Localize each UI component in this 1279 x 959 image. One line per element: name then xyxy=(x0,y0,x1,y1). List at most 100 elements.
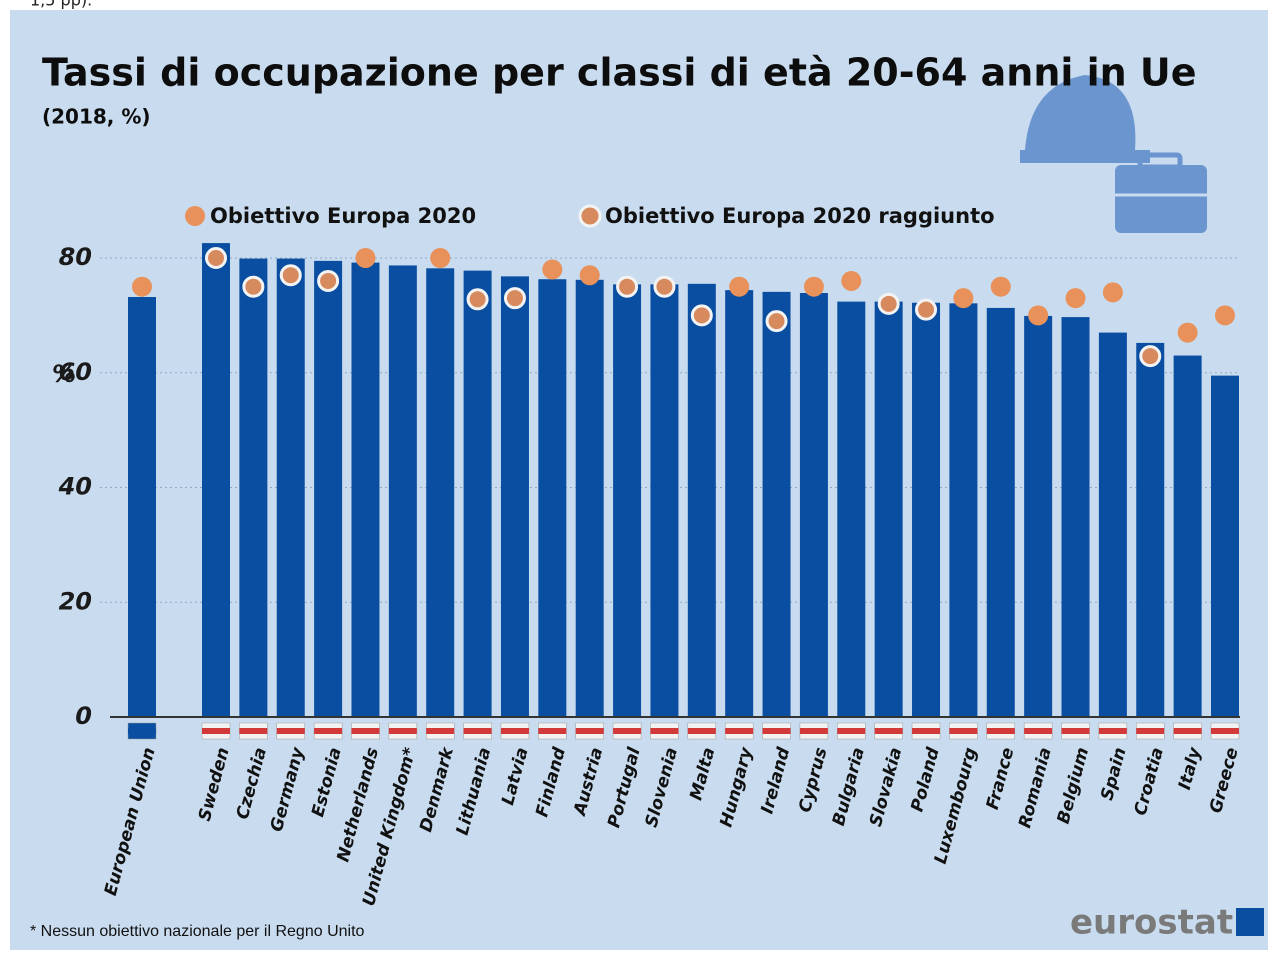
context-fragment: 1,5 pp). xyxy=(30,0,92,10)
footnote: * Nessun obiettivo nazionale per il Regn… xyxy=(30,923,365,940)
logo-flag xyxy=(1236,908,1264,936)
target-dot xyxy=(579,265,600,286)
bar xyxy=(388,265,417,717)
bar xyxy=(949,303,978,717)
bar xyxy=(314,260,343,717)
flag-stripe xyxy=(1173,728,1202,734)
bar xyxy=(463,270,492,717)
y-tick-label: 60 xyxy=(59,358,92,386)
target-achieved-dot xyxy=(503,287,526,310)
legend-swatch xyxy=(578,204,602,228)
target-dot xyxy=(1102,282,1123,303)
bar xyxy=(426,268,455,717)
y-tick-label: 0 xyxy=(75,702,92,730)
flag-stripe xyxy=(388,728,417,734)
flag-stripe xyxy=(1136,728,1165,734)
target-achieved-dot xyxy=(877,292,900,315)
target-achieved-dot xyxy=(279,264,302,287)
flag-stripe xyxy=(799,728,828,734)
bar xyxy=(762,291,791,717)
flag-stripe xyxy=(986,728,1015,734)
flag-stripe xyxy=(762,728,791,734)
legend-swatch xyxy=(185,206,205,226)
bar xyxy=(500,276,529,717)
target-achieved-dot xyxy=(653,275,676,298)
target-dot xyxy=(729,276,750,297)
bar xyxy=(650,284,679,717)
target-dot xyxy=(355,248,376,268)
flag-stripe xyxy=(912,728,941,734)
target-achieved-dot xyxy=(317,269,340,292)
chart-subtitle: (2018, %) xyxy=(42,105,151,129)
flag-stripe xyxy=(500,728,529,734)
flag-stripe xyxy=(276,728,305,734)
bar xyxy=(351,262,380,717)
source-logo: eurostat xyxy=(1070,903,1233,943)
target-achieved-dot xyxy=(690,304,713,327)
flag-stripe xyxy=(351,728,380,734)
legend-label: Obiettivo Europa 2020 xyxy=(210,204,476,228)
bar xyxy=(239,258,268,717)
flag-stripe xyxy=(426,728,455,734)
flag-stripe xyxy=(575,728,604,734)
target-dot xyxy=(1214,305,1235,326)
flag-stripe xyxy=(1098,728,1127,734)
bar xyxy=(276,258,305,717)
bar xyxy=(575,279,604,717)
flag-stripe xyxy=(128,728,156,734)
bar xyxy=(725,290,754,717)
target-achieved-dot xyxy=(1139,345,1162,368)
flag-stripe xyxy=(314,728,343,734)
y-tick-label: 20 xyxy=(59,587,92,615)
flag-stripe xyxy=(687,728,716,734)
target-dot xyxy=(803,276,824,297)
chart-title: Tassi di occupazione per classi di età 2… xyxy=(42,51,1197,95)
flag-stripe xyxy=(1024,728,1053,734)
y-tick-label: 80 xyxy=(59,243,92,271)
flag-stripe xyxy=(538,728,567,734)
target-dot xyxy=(132,276,152,297)
target-achieved-dot xyxy=(242,275,265,298)
bar xyxy=(202,243,230,717)
flag-stripe xyxy=(949,728,978,734)
target-dot xyxy=(1177,322,1198,343)
target-achieved-dot xyxy=(765,310,788,333)
target-dot xyxy=(1028,305,1049,326)
flag-stripe xyxy=(1210,728,1239,734)
legend-label: Obiettivo Europa 2020 raggiunto xyxy=(605,204,995,228)
flag-stripe xyxy=(837,728,866,734)
target-achieved-dot xyxy=(915,298,938,321)
flag-stripe xyxy=(202,728,230,734)
bar xyxy=(986,307,1015,717)
bar xyxy=(1024,315,1053,717)
bar xyxy=(799,292,828,717)
target-achieved-dot xyxy=(616,275,639,298)
bar xyxy=(1061,317,1090,717)
target-dot xyxy=(430,248,451,268)
target-achieved-dot xyxy=(466,288,489,311)
bar xyxy=(1098,332,1127,717)
bar xyxy=(538,279,567,717)
target-dot xyxy=(990,276,1011,297)
bar xyxy=(687,283,716,717)
bar xyxy=(613,284,642,717)
bar xyxy=(874,301,903,717)
flag-stripe xyxy=(725,728,754,734)
flag-stripe xyxy=(1061,728,1090,734)
target-dot xyxy=(841,270,862,291)
y-axis-label: % xyxy=(52,360,76,388)
y-tick-label: 40 xyxy=(58,473,92,501)
bar xyxy=(128,297,156,717)
flag-stripe xyxy=(463,728,492,734)
flag-stripe xyxy=(239,728,268,734)
target-dot xyxy=(542,259,563,280)
flag-stripe xyxy=(874,728,903,734)
target-dot xyxy=(953,288,974,309)
bar xyxy=(837,301,866,717)
flag-stripe xyxy=(613,728,642,734)
bar xyxy=(912,302,941,717)
target-achieved-dot xyxy=(205,247,227,269)
flag-stripe xyxy=(650,728,679,734)
bar xyxy=(1210,375,1239,717)
